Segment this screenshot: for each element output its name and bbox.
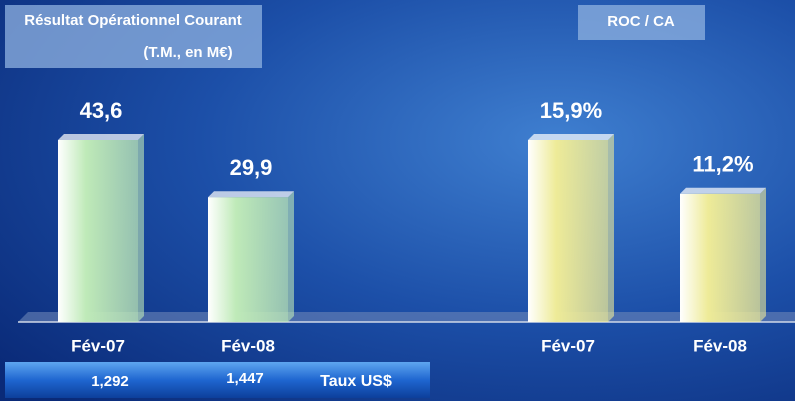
x-tick-label: Fév-08 [693,336,747,355]
value-label: 15,9% [540,98,602,123]
value-label: 11,2% [692,152,753,177]
rate: 1,292 [91,373,129,390]
value-label: 29,9 [230,155,273,180]
bar-side [288,191,294,322]
rate-label: Taux US$ [320,373,392,390]
bar [680,193,760,322]
bar-side [760,187,766,322]
chart-subtitle: (T.M., en M€) [143,44,232,61]
x-tick-label: Fév-07 [541,336,595,355]
rate-strip [5,362,430,398]
value-label: 43,6 [80,98,123,123]
x-tick-label: Fév-07 [71,336,125,355]
bar-side [608,134,614,322]
title-box [5,5,262,68]
bar-top [58,134,144,140]
chart-title: ROC / CA [607,13,675,30]
bar-side [138,134,144,322]
bar [208,197,288,322]
rate: 1,447 [226,370,264,387]
bar [58,140,138,322]
bar-top [528,134,614,140]
title-box [578,5,705,40]
bar [528,140,608,322]
bar-top [680,187,766,194]
chart-title: Résultat Opérationnel Courant [24,12,242,29]
bar-top [208,191,294,198]
x-tick-label: Fév-08 [221,336,275,355]
